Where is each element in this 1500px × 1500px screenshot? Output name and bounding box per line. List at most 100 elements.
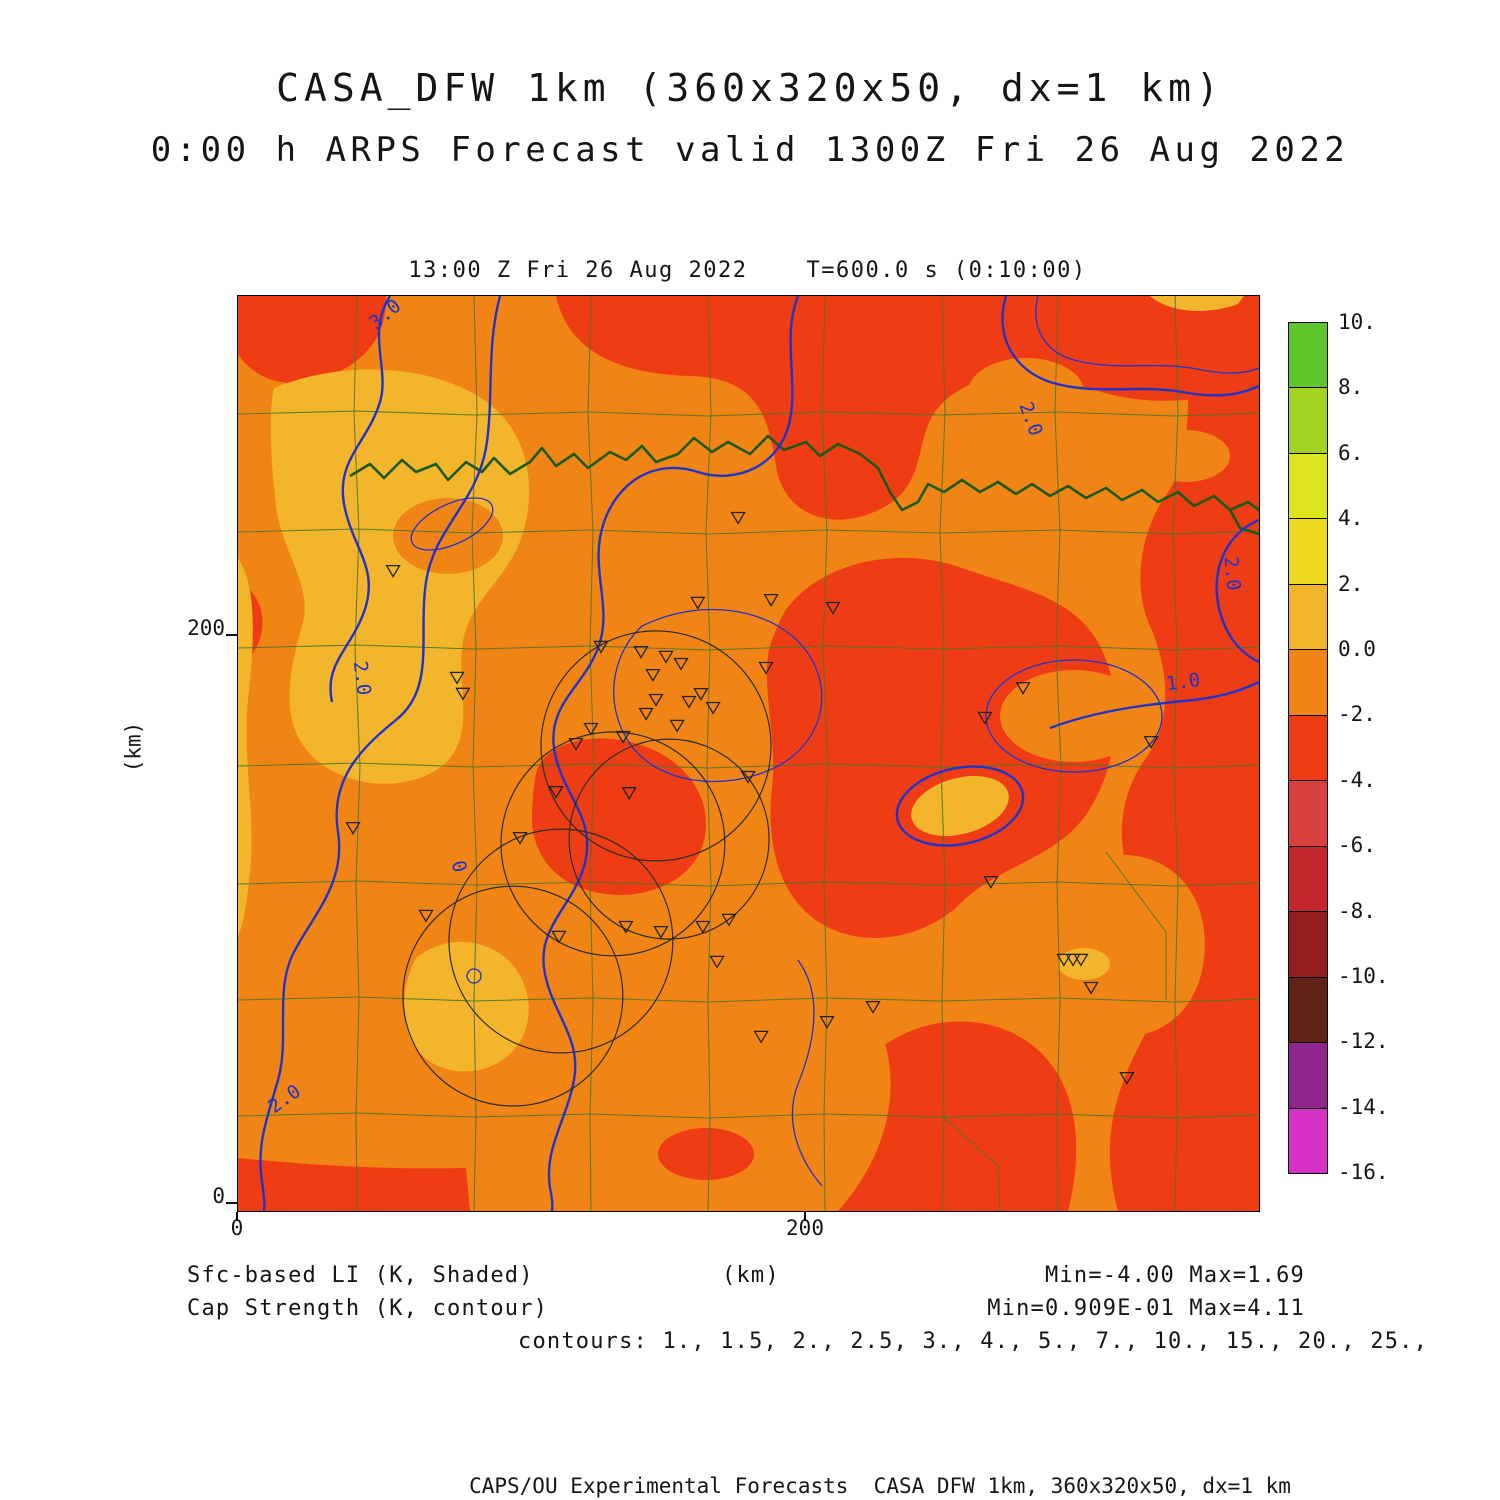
li-shade-orange-hole: [1142, 430, 1230, 482]
contour-levels-list: contours: 1., 1.5, 2., 2.5, 3., 4., 5., …: [518, 1329, 1429, 1354]
station-marker: [385, 564, 401, 578]
x-tick-mark: [236, 1212, 238, 1221]
y-axis-tick-200: 200: [187, 616, 225, 640]
station-marker: [763, 593, 779, 607]
li-shade-amber: [404, 941, 529, 1072]
forecast-map-svg: 3.02.002.02.01.02.0: [238, 296, 1259, 1211]
colorbar-tick-label: -10.: [1338, 963, 1389, 988]
station-marker: [825, 601, 841, 615]
red-river-state-border: [349, 434, 1259, 512]
cap-strength-contour-layer: [259, 296, 1259, 1211]
station-marker: [1119, 1071, 1135, 1085]
station-marker: [705, 701, 721, 715]
shaded-min-max: Min=-4.00 Max=1.69: [1044, 1263, 1305, 1288]
legend-contour-field: Cap Strength (K, contour): [187, 1296, 549, 1321]
footer-credit: CAPS/OU Experimental Forecasts CASA DFW …: [469, 1474, 1291, 1498]
station-marker: [1083, 981, 1099, 995]
contour-label: 2.0: [1220, 556, 1245, 592]
station-marker: [455, 687, 471, 701]
station-marker: [673, 657, 689, 671]
li-shade-amber: [911, 776, 1009, 836]
station-marker: [345, 821, 361, 835]
contour-label: 2.0: [349, 660, 375, 697]
li-shade-amber: [270, 369, 530, 784]
colorbar-tick-label: -6.: [1338, 833, 1376, 858]
station-marker: [615, 730, 631, 744]
station-marker: [568, 737, 584, 751]
station-marker: [1056, 953, 1072, 967]
station-marker: [645, 668, 661, 682]
page-subtitle: 0:00 h ARPS Forecast valid 1300Z Fri 26 …: [150, 130, 1350, 170]
station-marker: [618, 920, 634, 934]
station-marker: [1015, 681, 1031, 695]
colorbar-segment: [1289, 1108, 1327, 1174]
station-marker: [753, 1030, 769, 1044]
y-axis-label: (km): [121, 721, 146, 773]
station-marker: [1143, 735, 1159, 749]
station-marker: [418, 909, 434, 923]
colorbar-tick-label: 10.: [1338, 310, 1376, 334]
colorbar-labels: 10. 8. 6. 4. 2. 0.0 -2. -4. -6. -8. -10. -12. -14. -1…: [1338, 310, 1428, 1184]
colorbar-tick-label: -16.: [1338, 1160, 1389, 1184]
li-shade-red: [1109, 296, 1259, 1211]
li-shade-red: [531, 738, 707, 895]
colorbar-tick-label: 0.0: [1338, 636, 1376, 661]
li-shade-red: [238, 296, 387, 383]
station-marker: [693, 687, 709, 701]
station-marker: [709, 955, 725, 969]
station-marker: [721, 913, 737, 927]
shaded-field-layer: [238, 296, 1259, 1211]
radar-range-ring: [540, 630, 772, 862]
station-marker: [593, 640, 609, 654]
colorbar-tick-label: -4.: [1338, 767, 1376, 792]
colorbar-segment: [1289, 846, 1327, 913]
station-marker: [653, 925, 669, 939]
radar-range-ring: [500, 731, 726, 957]
x-axis-units: (km): [722, 1263, 780, 1288]
colorbar-tick-label: 6.: [1338, 440, 1364, 465]
colorbar-tick-label: 4.: [1338, 506, 1364, 531]
station-marker: [977, 711, 993, 725]
radar-range-ring: [448, 828, 674, 1054]
station-marker: [730, 511, 746, 525]
li-shade-red: [658, 1128, 754, 1180]
station-marker: [681, 695, 697, 709]
colorbar-segment: [1289, 519, 1327, 585]
li-shade-orange-hole: [1055, 854, 1205, 1037]
x-axis-tick-0: 0: [230, 1216, 244, 1240]
li-shade-orange-hole: [393, 498, 503, 574]
station-marker: [551, 930, 567, 944]
colorbar-segment: [1289, 388, 1327, 454]
station-marker: [621, 787, 637, 800]
colorbar-tick-label: 2.: [1338, 571, 1364, 596]
contour-label: 1.0: [1165, 669, 1202, 696]
station-marker: [1073, 953, 1089, 967]
li-shade-amber: [1058, 948, 1110, 980]
station-marker: [449, 671, 465, 685]
colorbar-tick-label: -14.: [1338, 1094, 1389, 1119]
station-marker: [983, 875, 999, 889]
station-marker: [690, 596, 706, 610]
radar-range-ring: [568, 738, 770, 940]
contour-label: 0: [447, 858, 471, 875]
colorbar-segment: [1289, 715, 1327, 782]
colorbar-tick-label: -8.: [1338, 898, 1376, 923]
colorbar-segment: [1289, 650, 1327, 716]
legend-shaded-field: Sfc-based LI (K, Shaded): [187, 1263, 534, 1288]
station-marker: [512, 831, 528, 845]
colorbar-segment: [1289, 977, 1327, 1044]
colorbar-tick-label: -12.: [1338, 1029, 1389, 1054]
station-marker: [740, 770, 756, 784]
station-marker: [648, 693, 664, 707]
station-marker: [583, 722, 599, 736]
colorbar-tick-label: -2.: [1338, 702, 1376, 727]
station-marker: [633, 645, 649, 659]
y-tick-mark: [226, 634, 237, 636]
colorbar: [1288, 322, 1328, 1174]
station-marker: [819, 1015, 835, 1029]
y-axis-tick-0: 0: [212, 1184, 225, 1208]
colorbar-segment: [1289, 323, 1327, 389]
li-shade-red: [238, 1158, 470, 1211]
li-shade-orange-hole: [1000, 670, 1148, 762]
